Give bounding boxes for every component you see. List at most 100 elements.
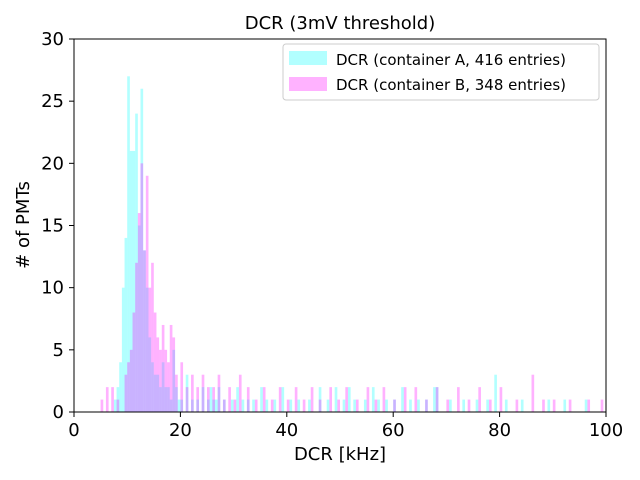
histogram-bar-series-b (156, 337, 160, 412)
histogram-bar-series-a (342, 399, 346, 412)
x-tick-label: 80 (488, 420, 511, 441)
histogram-bar-series-b (366, 387, 370, 412)
histogram-bar-series-a (363, 399, 367, 412)
histogram-bar-series-a (161, 362, 165, 412)
histogram-bar-series-a (289, 399, 293, 412)
histogram-bar-series-a (281, 387, 285, 412)
histogram-bar-series-a (137, 225, 141, 412)
histogram-bar-series-b (355, 399, 359, 412)
x-tick-label: 40 (275, 420, 298, 441)
histogram-bar-series-a (417, 399, 420, 412)
histogram-bar-series-a (334, 387, 338, 412)
histogram-bar-series-b (132, 312, 136, 412)
histogram-bar-series-a (273, 399, 277, 412)
histogram-bar-series-b (233, 399, 237, 412)
histogram-bar-series-b (167, 362, 170, 412)
legend-swatch-container-b (289, 77, 327, 91)
histogram-bar-series-b (262, 387, 266, 412)
histogram-bar-series-b (488, 399, 492, 412)
histogram-bar-series-b (129, 349, 133, 412)
histogram-bar-series-b (238, 374, 242, 412)
histogram-bar-series-b (457, 387, 460, 412)
histogram-bar-series-a (563, 399, 567, 412)
histogram-bar-series-b (318, 399, 322, 412)
histogram-bar-series-b (403, 387, 407, 412)
histogram-bar-series-a (409, 399, 412, 412)
histogram-bar-series-a (207, 399, 210, 412)
histogram-bar-series-b (278, 387, 282, 412)
histogram-bar-series-a (297, 399, 301, 412)
histogram-bar-series-b (515, 399, 519, 412)
histogram-bar-series-b (161, 324, 165, 412)
histogram-bar-series-b (329, 387, 333, 412)
histogram-bar-series-b (151, 262, 154, 412)
histogram-bar-series-a (371, 387, 375, 412)
x-axis-ticks: 0 20 40 60 80 100 (68, 412, 623, 441)
histogram-bar-series-a (246, 399, 250, 412)
histogram-bar-series-b (286, 399, 290, 412)
histogram-bar-series-b (100, 399, 104, 412)
histogram-bar-series-b (196, 387, 200, 412)
histogram-bar-series-a (494, 374, 497, 412)
histogram-bar-series-a (129, 150, 133, 412)
histogram-bars (100, 76, 604, 413)
histogram-bar-series-b (153, 312, 157, 412)
histogram-bar-series-b (531, 374, 535, 412)
histogram-bar-series-b (382, 387, 386, 412)
histogram-bar-series-a (185, 374, 189, 412)
y-tick-label: 25 (41, 91, 64, 112)
histogram-bar-series-a (260, 387, 263, 412)
histogram-bar-series-a (116, 387, 120, 412)
histogram-bar-series-a (425, 399, 428, 412)
histogram-bar-series-a (520, 399, 524, 412)
histogram-bar-series-b (568, 399, 572, 412)
histogram-bar-series-a (151, 362, 154, 412)
histogram-bar-series-b (600, 399, 604, 412)
histogram-bar-series-b (294, 387, 298, 412)
histogram-bar-series-a (180, 399, 184, 412)
histogram-bar-series-b (478, 387, 481, 412)
legend-label-container-a: DCR (container A, 416 entries) (336, 51, 566, 69)
histogram-bar-series-b (217, 374, 221, 412)
histogram-bar-series-a (145, 287, 149, 412)
histogram-bar-series-a (326, 399, 330, 412)
histogram-bar-series-a (167, 387, 170, 412)
histogram-bar-series-a (124, 237, 128, 412)
histogram-bar-series-a (196, 399, 200, 412)
histogram-bar-series-b (135, 262, 138, 412)
histogram-bar-series-a (265, 399, 269, 412)
histogram-bar-series-a (214, 399, 218, 412)
x-axis-label: DCR [kHz] (294, 444, 386, 465)
y-tick-label: 5 (53, 340, 64, 361)
histogram-bar-series-a (212, 399, 215, 412)
histogram-bar-series-b (180, 362, 184, 412)
histogram-bar-series-b (425, 399, 428, 412)
histogram-bar-series-b (116, 399, 120, 412)
histogram-bar-series-b (467, 399, 471, 412)
histogram-bar-series-a (172, 349, 176, 412)
histogram-bar-series-a (143, 250, 146, 412)
histogram-bar-series-b (270, 399, 274, 412)
y-tick-label: 10 (41, 278, 64, 299)
histogram-bar-series-a (222, 399, 226, 412)
histogram-bar-series-a (236, 387, 239, 412)
histogram-bar-series-a (201, 387, 205, 412)
histogram-bar-series-a (156, 374, 160, 412)
histogram-bar-series-a (127, 76, 130, 413)
histogram-bar-series-b (337, 399, 340, 412)
y-tick-label: 15 (41, 216, 64, 237)
histogram-bar-series-a (113, 399, 117, 412)
histogram-bar-series-a (347, 387, 351, 412)
histogram-bar-series-b (169, 324, 173, 412)
histogram-bar-series-a (153, 374, 157, 412)
histogram-bar-series-b (185, 387, 189, 412)
histogram-bar-series-a (401, 387, 404, 412)
histogram-bar-series-b (191, 374, 194, 412)
histogram-bar-series-b (542, 399, 545, 412)
histogram-bar-series-a (119, 362, 122, 412)
histogram-bar-series-a (230, 399, 234, 412)
histogram-bar-series-a (140, 88, 144, 412)
histogram-bar-series-a (217, 387, 221, 412)
histogram-bar-series-a (385, 399, 388, 412)
histogram-bar-series-b (201, 374, 205, 412)
